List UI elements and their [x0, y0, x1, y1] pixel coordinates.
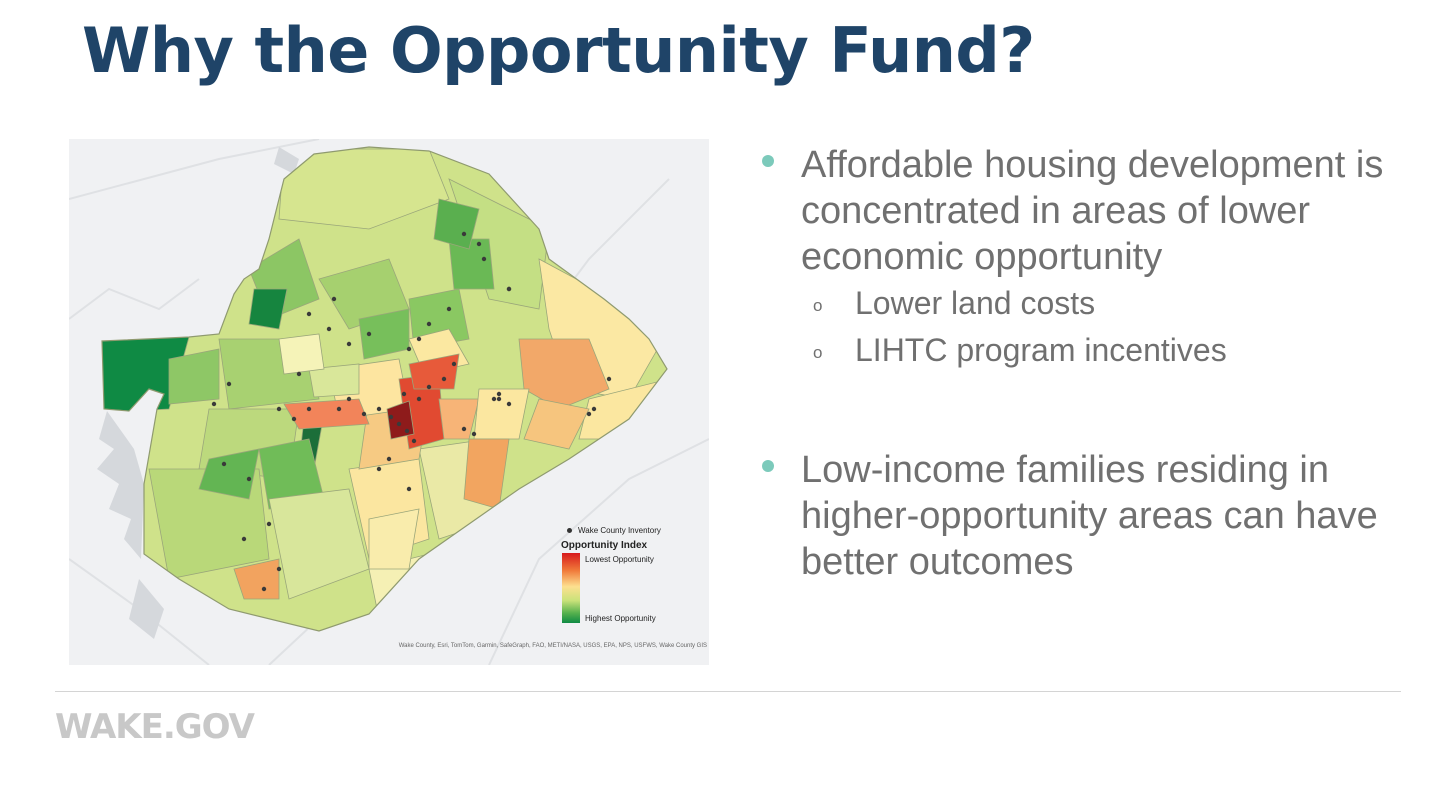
bullet-dot-icon	[762, 460, 774, 472]
bullet-item: Affordable housing development is concen…	[760, 142, 1400, 280]
legend-title: Opportunity Index	[561, 540, 648, 551]
bullet-text: Affordable housing development is concen…	[801, 144, 1384, 278]
sub-item: o LIHTC program incentives	[760, 327, 1400, 374]
color-ramp-bar	[562, 553, 580, 623]
legend-high-label: Highest Opportunity	[585, 614, 656, 623]
basemap-lakes	[97, 147, 299, 639]
slide-title: Why the Opportunity Fund?	[82, 14, 1035, 87]
map-legend: Wake County Inventory Opportunity Index …	[559, 526, 699, 623]
sub-marker: o	[813, 343, 823, 362]
footer-divider	[55, 691, 1401, 692]
county-tracts	[102, 147, 667, 631]
bullet-text: Low-income families residing in higher-o…	[801, 449, 1378, 583]
brand-logo: WAKE.GOV	[55, 707, 255, 747]
sub-marker: o	[813, 296, 823, 315]
legend-inventory-label: Wake County Inventory	[578, 526, 661, 535]
sub-item-text: Lower land costs	[855, 285, 1096, 321]
legend-color-ramp: Lowest Opportunity Highest Opportunity	[562, 553, 699, 623]
inventory-points	[211, 231, 612, 592]
bullet-list: Affordable housing development is concen…	[760, 142, 1400, 585]
county-outline	[101, 146, 668, 632]
bullet-item: Low-income families residing in higher-o…	[760, 447, 1400, 585]
map-attribution: Wake County, Esri, TomTom, Garmin, SafeG…	[398, 643, 707, 649]
sub-item-text: LIHTC program incentives	[855, 332, 1227, 368]
bullet-dot-icon	[762, 155, 774, 167]
opportunity-map: Wake County Inventory Opportunity Index …	[69, 139, 709, 665]
legend-low-label: Lowest Opportunity	[585, 555, 654, 564]
map-graphic	[69, 139, 709, 665]
inventory-dot-icon	[567, 528, 572, 533]
sub-item: o Lower land costs	[760, 280, 1400, 327]
legend-inventory: Wake County Inventory	[567, 526, 699, 535]
